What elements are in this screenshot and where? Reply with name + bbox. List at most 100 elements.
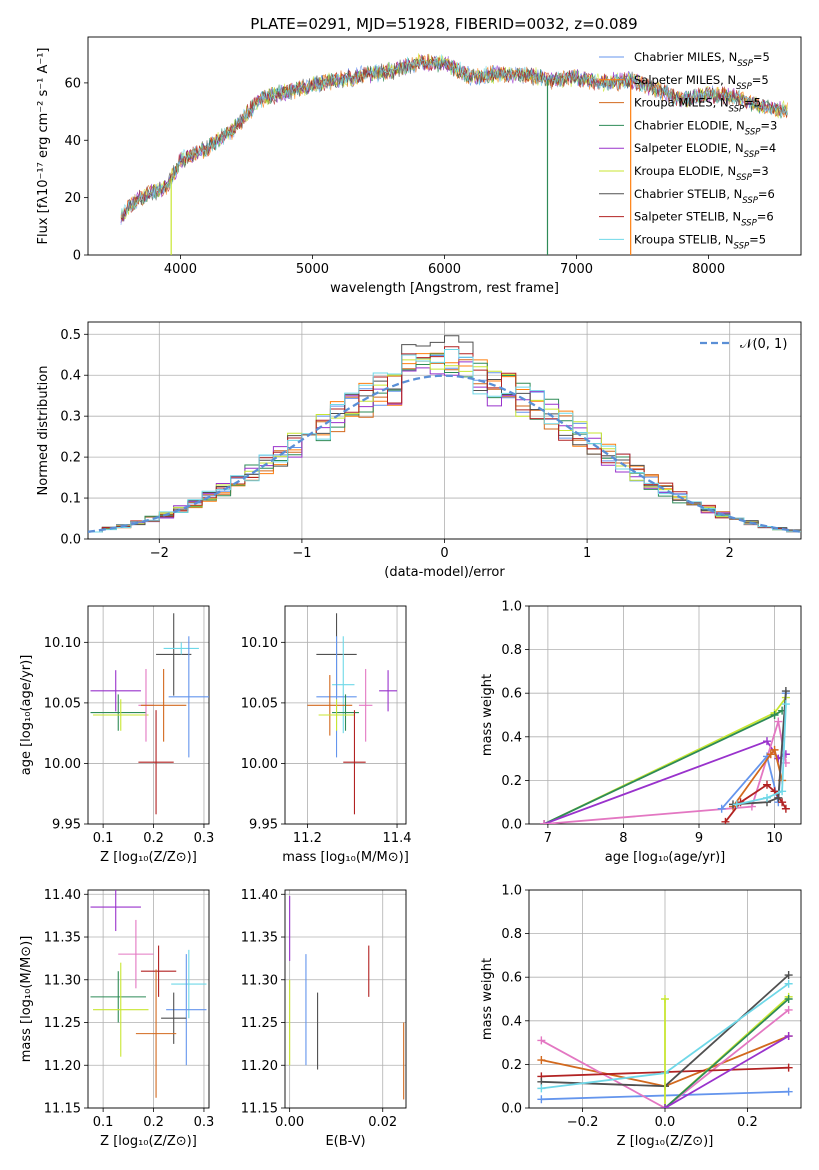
histogram-series: [88, 349, 801, 533]
weight-marker: [661, 1104, 669, 1108]
histogram-series: [88, 335, 801, 533]
y-tick-label: 11.25: [241, 1016, 278, 1031]
x-tick-label: 0.0: [655, 1115, 676, 1130]
x-axis-label: (data-model)/error: [384, 565, 505, 580]
legend-label: Kroupa STELIB, NSSP=5: [634, 232, 766, 251]
x-tick-label: 10: [766, 831, 783, 846]
normal-curve: [88, 374, 801, 533]
y-tick-label: 0.1: [60, 492, 81, 507]
legend-label: Kroupa ELODIE, NSSP=3: [634, 164, 769, 183]
x-axis-label: Z [log₁₀(Z/Z⊙)]: [100, 1134, 197, 1149]
weight-marker: [784, 979, 793, 988]
x-tick-label: 0.2: [143, 831, 164, 846]
weight-line: [732, 690, 787, 806]
weight-marker: [537, 1095, 546, 1104]
weight-marker: [661, 995, 669, 1003]
x-tick-label: 6000: [428, 262, 461, 277]
axes: −0.2 0.0 0.2 0.0 0.2 0.4 0.6 0.8 1.0: [501, 884, 757, 1131]
y-tick-label: 0.8: [501, 927, 522, 942]
weight-marker: [778, 798, 787, 807]
panel-age-z: 0.1 0.2 0.3 9.95 10.00 10.05 10.10 Z [log₁₀(Z/Z…: [19, 605, 215, 865]
weight-marker: [770, 745, 779, 754]
legend-label: Chabrier STELIB, NSSP=6: [634, 187, 775, 206]
plot-frame: [87, 889, 210, 1109]
y-tick-label: 0.4: [501, 730, 522, 745]
axes: −2 −1 0 1 2 0.0 0.1 0.2 0.3 0.4 0.5: [60, 328, 734, 561]
panel-weight-age: 7 8 9 10 0.0 0.2 0.4 0.6 0.8 1.0 age [log₁₀(age/yr…: [480, 600, 802, 865]
axes: 11.2 11.4 9.95 10.00 10.05 10.10: [241, 636, 412, 846]
legend-label: Chabrier ELODIE, NSSP=3: [634, 118, 777, 137]
figure-title: PLATE=0291, MJD=51928, FIBERID=0032, z=0…: [250, 15, 637, 33]
weight-line: [543, 697, 787, 824]
panel-mass-z: 0.1 0.2 0.3 11.15 11.20 11.25 11.30 11.35 11.40 Z…: [19, 888, 215, 1149]
y-tick-label: 11.35: [44, 931, 81, 946]
legend-label: Salpeter STELIB, NSSP=6: [634, 210, 774, 229]
weight-marker: [721, 817, 730, 824]
y-tick-label: 0.0: [501, 1102, 522, 1117]
y-tick-label: 1.0: [501, 600, 522, 615]
weight-marker: [781, 687, 790, 696]
x-axis-label: age [log₁₀(age/yr)]: [605, 850, 726, 865]
y-tick-label: 60: [64, 76, 81, 91]
y-tick-label: 0.4: [501, 1014, 522, 1029]
y-axis-label: Flux [fλ10⁻¹⁷ erg cm⁻² s⁻¹ A⁻¹]: [36, 48, 51, 245]
weight-marker: [774, 717, 783, 726]
marks: [537, 971, 793, 1108]
x-axis-label: wavelength [Angstrom, rest frame]: [330, 281, 559, 296]
weight-marker: [781, 804, 790, 813]
y-tick-label: 11.15: [44, 1102, 81, 1117]
y-tick-label: 0.5: [60, 328, 81, 343]
marks: [90, 613, 209, 815]
x-tick-label: 8: [619, 831, 627, 846]
y-tick-label: 0.4: [60, 369, 81, 384]
legend-label: Salpeter ELODIE, NSSP=4: [634, 141, 776, 160]
marks: [90, 890, 207, 1098]
y-tick-label: 0.2: [501, 774, 522, 789]
panel-residuals: −2 −1 0 1 2 0.0 0.1 0.2 0.3 0.4 0.5 (data-model)/er…: [36, 321, 802, 580]
x-tick-label: 11.2: [293, 831, 322, 846]
x-tick-label: 0.3: [194, 1115, 215, 1130]
y-tick-label: 11.35: [241, 931, 278, 946]
y-axis-label: age [log₁₀(age/yr)]: [19, 655, 34, 776]
x-tick-label: 0.1: [93, 1115, 114, 1130]
x-tick-label: 5000: [296, 262, 329, 277]
x-tick-label: 0.2: [737, 1115, 758, 1130]
y-tick-label: 11.20: [241, 1059, 278, 1074]
y-tick-label: 10.00: [44, 757, 81, 772]
x-axis-label: Z [log₁₀(Z/Z⊙)]: [100, 850, 197, 865]
x-tick-label: −0.2: [567, 1115, 599, 1130]
panel-weight-z: −0.2 0.0 0.2 0.0 0.2 0.4 0.6 0.8 1.0 Z [log₁₀(Z/Z…: [480, 884, 802, 1149]
x-axis-label: E(B-V): [325, 1134, 365, 1149]
weight-marker: [766, 750, 775, 759]
axes: 0.1 0.2 0.3 11.15 11.20 11.25 11.30 11.35 11.40: [44, 888, 215, 1130]
x-tick-label: 0.2: [143, 1115, 164, 1130]
y-tick-label: 0.6: [501, 687, 522, 702]
y-tick-label: 11.25: [44, 1016, 81, 1031]
marks: [120, 53, 788, 255]
weight-marker: [763, 793, 771, 802]
weight-marker: [784, 995, 793, 1003]
y-tick-label: 40: [64, 134, 81, 149]
x-tick-label: −2: [150, 546, 169, 561]
plot-frame: [87, 605, 210, 825]
y-axis-label: mass [log₁₀(M/M⊙)]: [19, 936, 34, 1063]
weight-marker: [717, 804, 726, 813]
x-tick-label: 4000: [164, 262, 197, 277]
weight-marker: [778, 787, 787, 796]
grid: [529, 605, 801, 825]
y-axis-label: mass weight: [480, 674, 495, 756]
weight-line: [664, 996, 790, 1108]
y-tick-label: 10.05: [44, 696, 81, 711]
weight-marker: [732, 800, 741, 809]
panel-mass-ebv: 0.00 0.02 11.15 11.20 11.25 11.30 11.35 11.40 E(…: [241, 888, 407, 1149]
x-tick-label: 8000: [692, 262, 725, 277]
weight-marker: [781, 700, 790, 709]
y-tick-label: 11.20: [44, 1059, 81, 1074]
grid: [285, 890, 406, 1109]
axes: 0.1 0.2 0.3 9.95 10.00 10.05 10.10: [44, 636, 215, 846]
weight-marker: [784, 1005, 793, 1014]
y-tick-label: 0.2: [501, 1058, 522, 1073]
weight-marker: [784, 1063, 793, 1072]
x-tick-label: 7: [544, 831, 552, 846]
